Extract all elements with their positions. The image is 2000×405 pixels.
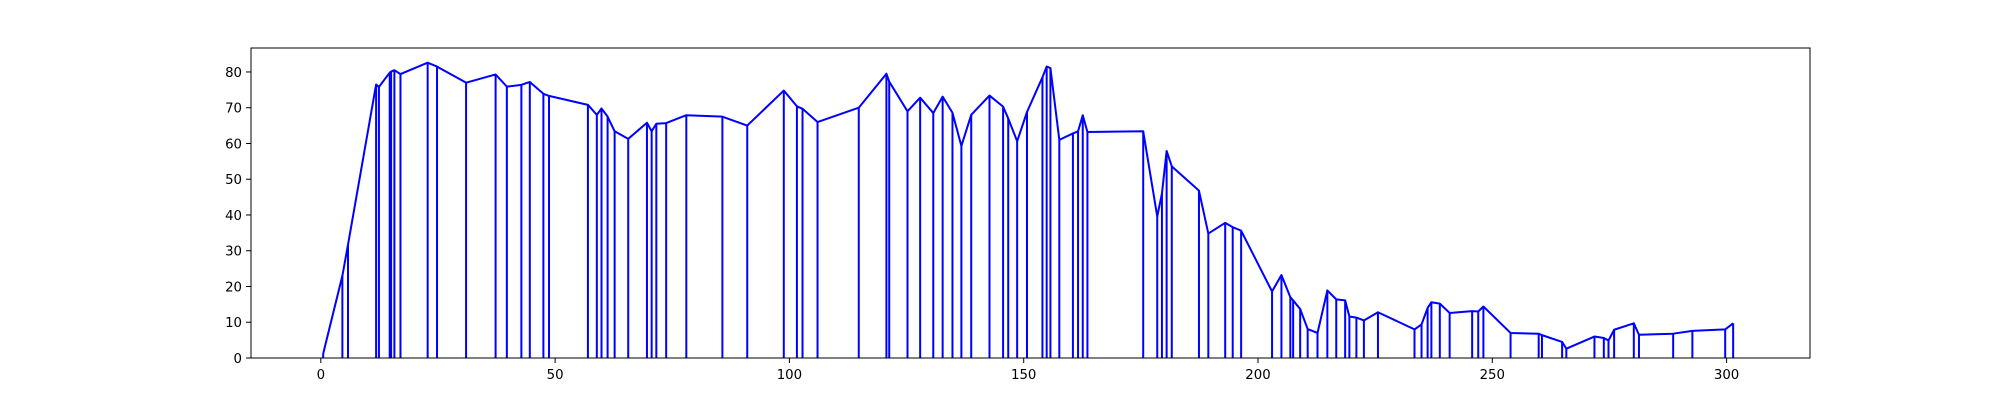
y-tick-label: 0 [234, 352, 242, 367]
x-tick-label: 200 [1245, 368, 1270, 383]
series-line [322, 61, 1734, 354]
x-tick-label: 0 [317, 368, 325, 383]
series-layer [322, 61, 1735, 358]
y-tick-label: 10 [225, 316, 242, 331]
y-tick-label: 20 [225, 280, 242, 295]
x-axis: 0 50 100 150 200 250 300 [317, 358, 1739, 383]
x-tick-label: 50 [547, 368, 564, 383]
x-tick-label: 300 [1714, 368, 1739, 383]
x-tick-label: 150 [1011, 368, 1036, 383]
x-tick-label: 250 [1480, 368, 1505, 383]
y-axis: 0 10 20 30 40 50 60 70 80 [225, 66, 251, 367]
y-tick-label: 70 [225, 102, 242, 117]
y-tick-label: 40 [225, 209, 242, 224]
x-tick-label: 100 [777, 368, 802, 383]
y-tick-label: 80 [225, 66, 242, 81]
y-tick-label: 60 [225, 137, 242, 152]
axes-frame [250, 47, 1811, 359]
y-tick-label: 30 [225, 245, 242, 260]
y-tick-label: 50 [225, 173, 242, 188]
